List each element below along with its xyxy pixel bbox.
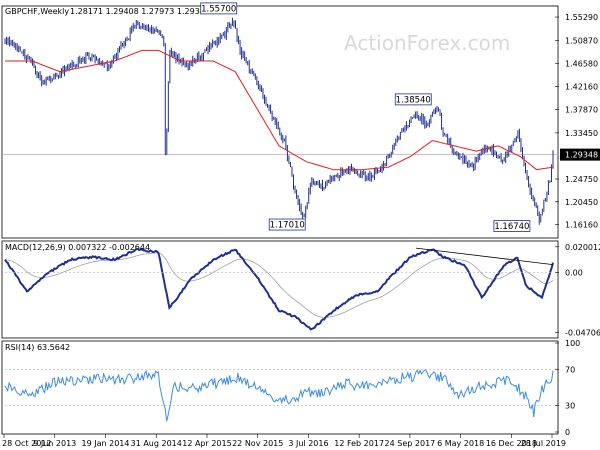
x-tick-label: 24 Sep 2017	[385, 439, 436, 448]
price-y-tick-label: 1.46580	[565, 59, 598, 68]
macd-y-ticks-group: 0.020012 0.00 -0.047066	[555, 243, 600, 337]
rsi-y-tick-label: 0	[565, 428, 570, 437]
macd-signal-line	[4, 252, 554, 318]
annotation-box	[394, 93, 432, 106]
x-tick-label: 12 Apr 2015	[182, 439, 231, 448]
price-annotations-group: 1.55700 1.38540 1.17010 1.16740	[200, 2, 531, 232]
annotation-label: 1.17010	[270, 221, 305, 231]
sma-line	[5, 49, 554, 171]
price-panel-frame	[1, 5, 559, 239]
current-price-tag	[560, 148, 600, 161]
macd-trendline	[415, 247, 554, 266]
price-y-tick-label: 1.16160	[565, 221, 598, 230]
macd-panel-frame	[1, 240, 559, 339]
annotation-label: 1.38540	[396, 95, 431, 105]
rsi-panel-frame	[1, 340, 559, 435]
price-y-tick-label: 1.42160	[565, 83, 598, 92]
watermark: ActionForex.com	[344, 31, 510, 55]
price-y-tick-label: 1.24750	[565, 175, 598, 184]
macd-y-tick-label: 0.00	[565, 268, 583, 277]
price-y-tick-label: 1.37870	[565, 105, 598, 114]
price-candles-group	[4, 17, 554, 225]
price-title: GBPCHF,Weekly	[5, 7, 69, 16]
price-y-tick-label: 1.20450	[565, 198, 598, 207]
rsi-panel: RSI(14) 63.5642 100 70 30 0	[1, 339, 580, 437]
annotation-box	[268, 218, 306, 231]
price-ohlc-header: 1.28171 1.29408 1.27973 1.29348	[70, 7, 210, 16]
rsi-y-tick-label: 30	[565, 401, 575, 410]
x-tick-label: 28 Jul 2019	[521, 439, 566, 448]
x-tick-label: 16 Dec 2018	[486, 439, 537, 448]
price-y-tick-label: 1.33450	[565, 129, 598, 138]
macd-y-tick-label: 0.020012	[565, 243, 600, 252]
price-y-ticks-group: 1.55290 1.50870 1.46580 1.42160 1.37870 1.334…	[555, 13, 600, 230]
price-y-tick-label: 1.50870	[565, 37, 598, 46]
x-tick-label: 31 Aug 2014	[131, 439, 182, 448]
rsi-y-ticks-group: 100 70 30 0	[555, 339, 580, 437]
x-tick-label: 28 Oct 2012	[2, 439, 51, 448]
rsi-guides-group	[5, 369, 553, 406]
x-tick-label: 12 Feb 2017	[334, 439, 384, 448]
macd-title: MACD(12,26,9) 0.007322 -0.002644	[5, 243, 150, 252]
macd-y-tick-label: -0.047066	[565, 328, 600, 337]
x-tick-label: 19 Jan 2014	[82, 439, 130, 448]
price-y-tick-label: 1.55290	[565, 13, 598, 22]
x-tick-label: 3 Jul 2016	[288, 439, 328, 448]
rsi-line	[4, 369, 554, 422]
macd-panel: MACD(12,26,9) 0.007322 -0.002644 0.02001…	[1, 240, 600, 339]
rsi-y-tick-label: 70	[565, 366, 575, 375]
rsi-title: RSI(14) 63.5642	[5, 343, 70, 352]
annotation-label: 1.16740	[494, 222, 529, 232]
current-price-label: 1.29348	[565, 151, 598, 160]
x-tick-label: 9 Jun 2013	[33, 439, 76, 448]
x-tick-label: 22 Nov 2015	[232, 439, 283, 448]
x-tick-label: 6 May 2018	[437, 439, 484, 448]
annotation-label: 1.55700	[201, 4, 236, 14]
annotation-box	[200, 2, 238, 15]
annotation-box	[493, 220, 531, 232]
price-panel: GBPCHF,Weekly 1.28171 1.29408 1.27973 1.…	[1, 2, 600, 239]
macd-line	[4, 247, 554, 331]
rsi-y-tick-label: 100	[565, 339, 580, 348]
